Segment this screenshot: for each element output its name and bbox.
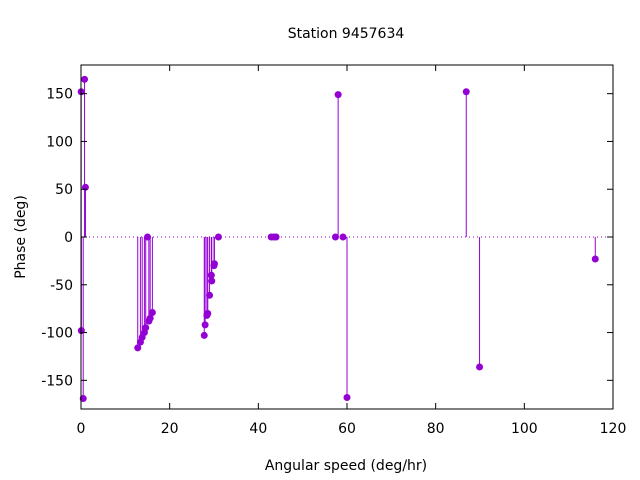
x-tick-label: 80 xyxy=(427,421,445,437)
y-tick-label: 50 xyxy=(55,182,73,198)
data-point xyxy=(331,233,339,241)
x-tick-label: 20 xyxy=(161,421,179,437)
data-point xyxy=(476,363,484,371)
data-point xyxy=(591,255,599,263)
data-point xyxy=(200,331,208,339)
y-tick-label: -150 xyxy=(41,373,73,389)
x-axis-label: Angular speed (deg/hr) xyxy=(265,458,427,474)
data-point xyxy=(201,321,209,329)
data-point xyxy=(207,271,215,279)
x-tick-label: 60 xyxy=(338,421,356,437)
data-point xyxy=(208,277,216,285)
data-point xyxy=(334,91,342,99)
data-point xyxy=(134,344,142,352)
y-axis-ticks: -150 -100 -50 0 50 100 150 xyxy=(41,87,613,389)
data-point xyxy=(204,309,212,317)
data-point xyxy=(146,314,154,322)
y-tick-label: 0 xyxy=(64,230,73,246)
plot-area-border xyxy=(80,64,614,410)
x-tick-label: 40 xyxy=(249,421,267,437)
chart-title: Station 9457634 xyxy=(288,26,405,42)
data-point xyxy=(272,233,280,241)
data-point xyxy=(142,324,150,332)
data-point xyxy=(148,308,156,316)
data-point xyxy=(144,233,151,241)
y-tick-label: 100 xyxy=(46,134,73,150)
data-point xyxy=(206,291,214,299)
x-axis-ticks: 0 20 40 60 80 100 120 xyxy=(77,65,627,437)
data-point xyxy=(81,75,89,83)
data-point xyxy=(343,394,351,402)
data-point xyxy=(210,260,218,268)
data-points xyxy=(77,75,599,402)
data-point xyxy=(462,88,470,96)
data-point xyxy=(81,183,89,191)
x-tick-label: 0 xyxy=(77,421,86,437)
y-tick-label: -50 xyxy=(50,278,73,294)
x-tick-label: 120 xyxy=(600,421,627,437)
data-point xyxy=(339,233,347,241)
y-tick-label: -100 xyxy=(41,326,73,342)
y-tick-label: 150 xyxy=(46,87,73,103)
data-point xyxy=(214,233,222,241)
impulse-stems xyxy=(80,79,596,399)
y-axis-label: Phase (deg) xyxy=(13,195,29,279)
x-tick-label: 100 xyxy=(511,421,538,437)
